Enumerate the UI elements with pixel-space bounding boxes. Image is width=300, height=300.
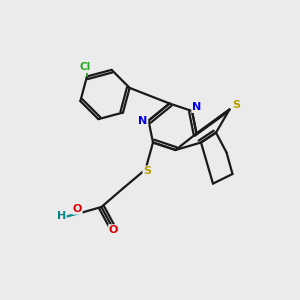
- Text: O: O: [109, 225, 118, 235]
- Text: Cl: Cl: [80, 62, 91, 73]
- Text: S: S: [232, 100, 240, 110]
- Text: S: S: [143, 166, 151, 176]
- Text: O: O: [73, 204, 82, 214]
- Text: N: N: [192, 102, 201, 112]
- Text: H: H: [57, 211, 66, 221]
- Text: N: N: [139, 116, 148, 126]
